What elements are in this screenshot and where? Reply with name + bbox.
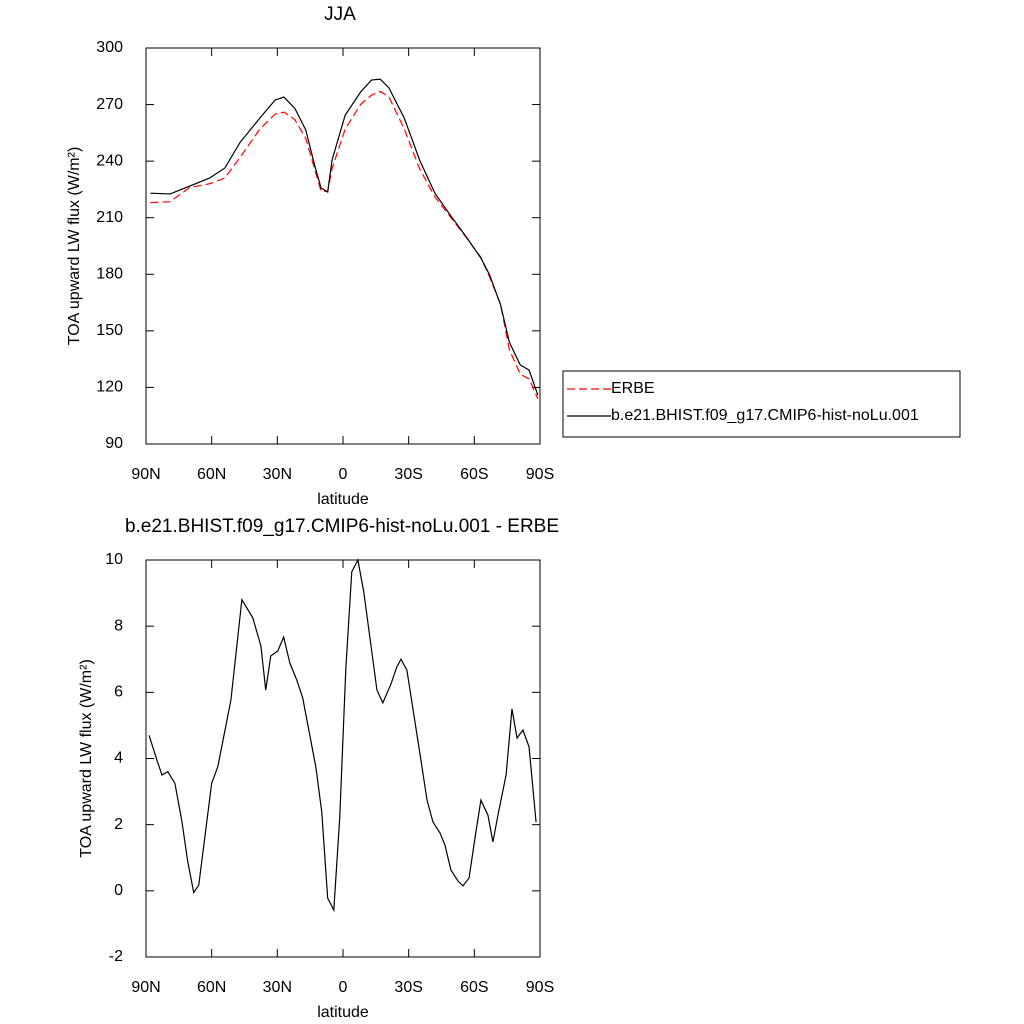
y-tick-label: 120 <box>96 379 123 396</box>
plot-frame <box>145 47 541 445</box>
data-line <box>150 78 539 396</box>
y-tick-label: 2 <box>114 816 123 833</box>
x-tick-label: 30S <box>394 979 422 996</box>
y-tick-label: 300 <box>96 39 123 56</box>
chart-title: b.e21.BHIST.f09_g17.CMIP6-hist-noLu.001 … <box>125 516 559 537</box>
data-line <box>150 90 539 399</box>
y-tick-label: 240 <box>96 152 123 169</box>
y-axis-label: TOA upward LW flux (W/m²) <box>78 659 95 858</box>
y-tick-label: 180 <box>96 266 123 283</box>
x-tick-label: 60N <box>197 979 226 996</box>
y-tick-label: 8 <box>114 617 123 634</box>
x-tick-label: 0 <box>339 466 348 483</box>
x-axis-label: latitude <box>317 491 369 508</box>
x-tick-label: 30N <box>263 466 292 483</box>
y-tick-label: 6 <box>114 684 123 701</box>
x-tick-label: 90S <box>526 466 554 483</box>
legend-label: b.e21.BHIST.f09_g17.CMIP6-hist-noLu.001 <box>611 407 919 424</box>
legend-label: ERBE <box>611 380 655 397</box>
x-tick-label: 30S <box>394 466 422 483</box>
y-tick-label: 4 <box>114 750 123 767</box>
chart-title: JJA <box>324 4 356 25</box>
y-tick-label: -2 <box>109 948 123 965</box>
plot-frame <box>145 559 541 958</box>
x-tick-label: 90N <box>131 466 160 483</box>
x-tick-label: 60S <box>460 979 488 996</box>
x-tick-label: 0 <box>339 979 348 996</box>
x-tick-label: 90N <box>131 979 160 996</box>
y-tick-label: 10 <box>105 551 123 568</box>
x-tick-label: 90S <box>526 979 554 996</box>
y-tick-label: 270 <box>96 96 123 113</box>
x-tick-label: 60S <box>460 466 488 483</box>
y-axis-label: TOA upward LW flux (W/m²) <box>66 147 83 346</box>
x-tick-label: 60N <box>197 466 226 483</box>
x-tick-label: 30N <box>263 979 292 996</box>
y-tick-label: 210 <box>96 209 123 226</box>
legend-box <box>562 370 961 438</box>
data-line <box>148 558 537 913</box>
x-axis-label: latitude <box>317 1004 369 1021</box>
y-tick-label: 150 <box>96 322 123 339</box>
y-tick-label: 0 <box>114 882 123 899</box>
y-tick-label: 90 <box>105 435 123 452</box>
